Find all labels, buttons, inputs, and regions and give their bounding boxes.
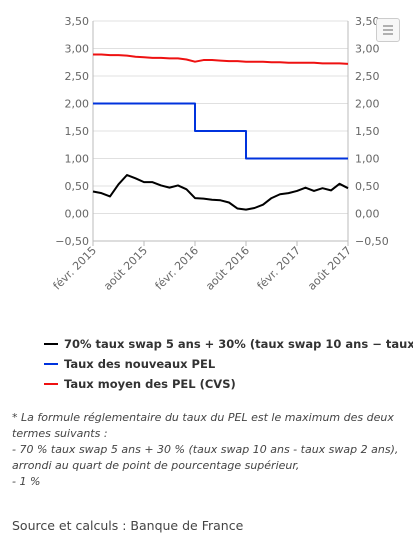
- y-tick-label-right: 1,50: [355, 125, 380, 138]
- footnote-line: - 1 %: [12, 475, 41, 488]
- legend-label: Taux des nouveaux PEL: [64, 357, 216, 371]
- y-tick-label-left: 0,00: [65, 208, 90, 221]
- x-tick-label: août 2016: [203, 244, 252, 293]
- y-tick-label-left: 0,50: [65, 180, 90, 193]
- y-tick-label-left: 3,00: [65, 43, 90, 56]
- footnote-line: arrondi au quart de point de pourcentage…: [12, 459, 300, 472]
- chart: −0,50 −0,50 0,00 0,00 0,50 0,50 1,00 1,00 1,50 1,…: [44, 15, 413, 391]
- y-tick-label-right: 3,00: [355, 43, 380, 56]
- y-tick-label-right: 2,00: [355, 98, 380, 111]
- y-tick-label-right: 0,00: [355, 208, 380, 221]
- series-line-2: [93, 102, 348, 160]
- series-line-1: [92, 174, 349, 211]
- x-tick-label: févr. 2017: [255, 244, 304, 293]
- y-tick-label-right: 3,50: [355, 15, 380, 28]
- y-tick-label-left: 3,50: [65, 15, 90, 28]
- x-tick-label: févr. 2015: [51, 244, 100, 293]
- x-tick-label: août 2015: [101, 244, 150, 293]
- x-tick-label: août 2017: [305, 244, 354, 293]
- footnote-line: - 70 % taux swap 5 ans + 30 % (taux swap…: [12, 443, 399, 456]
- legend-label: Taux moyen des PEL (CVS): [64, 377, 236, 391]
- series-line-3: [93, 53, 349, 65]
- y-tick-label-right: 1,00: [355, 153, 380, 166]
- footnote: * La formule réglementaire du taux du PE…: [12, 410, 407, 490]
- footnote-line: * La formule réglementaire du taux du PE…: [12, 411, 394, 424]
- y-tick-label-left: 2,50: [65, 70, 90, 83]
- legend-label: 70% taux swap 5 ans + 30% (taux swap 10 …: [64, 337, 413, 351]
- y-tick-label-left: 1,50: [65, 125, 90, 138]
- y-tick-label-right: 0,50: [355, 180, 380, 193]
- footnote-line: termes suivants :: [12, 427, 108, 440]
- y-tick-label-left: −0,50: [55, 235, 89, 248]
- y-tick-label-left: 2,00: [65, 98, 90, 111]
- y-tick-label-right: −0,50: [355, 235, 389, 248]
- y-tick-label-right: 2,50: [355, 70, 380, 83]
- y-tick-label-left: 1,00: [65, 153, 90, 166]
- source-text: Source et calculs : Banque de France: [12, 518, 244, 533]
- x-tick-label: févr. 2016: [153, 244, 202, 293]
- chart-menu-icon: [383, 25, 393, 35]
- chart-menu-button[interactable]: [376, 18, 400, 42]
